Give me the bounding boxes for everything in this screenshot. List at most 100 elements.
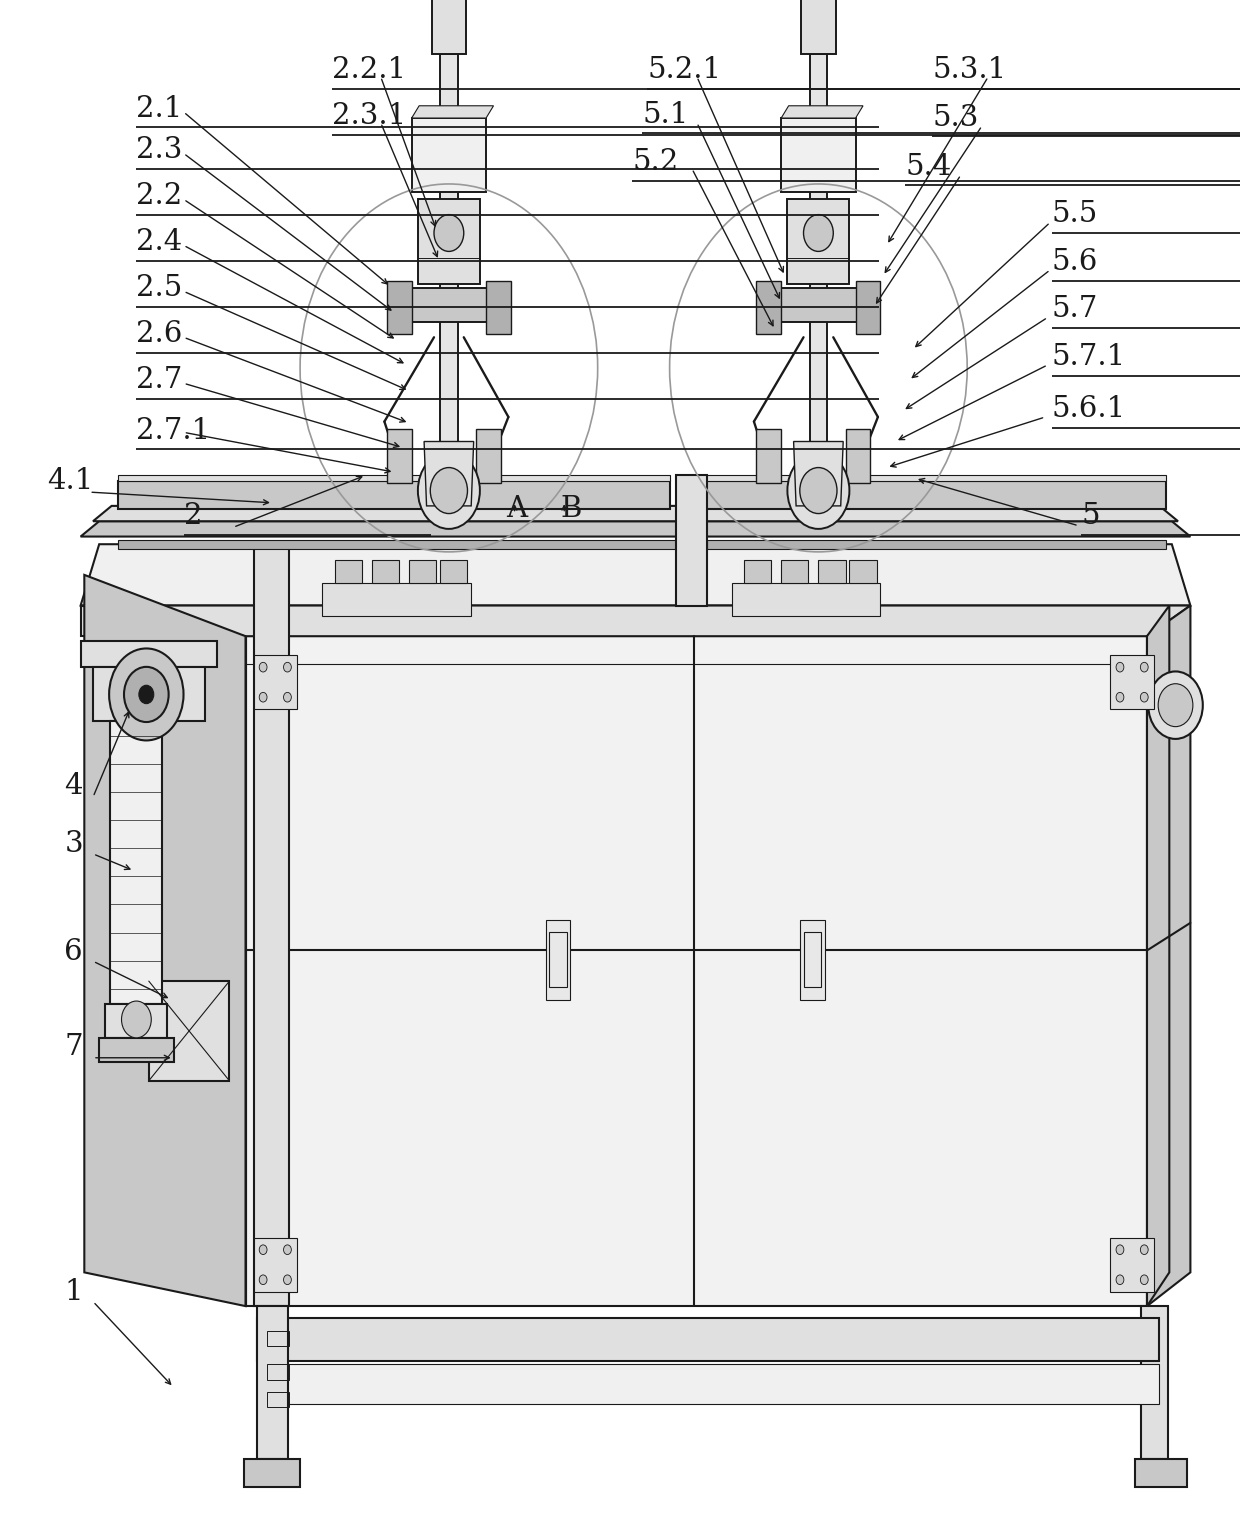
Bar bbox=[267, 1392, 289, 1407]
Circle shape bbox=[434, 215, 464, 251]
Polygon shape bbox=[432, 0, 466, 54]
Text: 2.7.1: 2.7.1 bbox=[136, 417, 211, 445]
Polygon shape bbox=[1147, 606, 1190, 1306]
Polygon shape bbox=[257, 1364, 1159, 1404]
Polygon shape bbox=[254, 544, 289, 1306]
Text: 5.7.1: 5.7.1 bbox=[1052, 343, 1126, 371]
Polygon shape bbox=[387, 429, 412, 483]
Polygon shape bbox=[744, 560, 771, 583]
Circle shape bbox=[122, 1001, 151, 1038]
Text: 5.4: 5.4 bbox=[905, 153, 951, 181]
Text: B: B bbox=[560, 495, 582, 523]
Polygon shape bbox=[246, 636, 1147, 1306]
Polygon shape bbox=[118, 481, 670, 509]
Text: 2.2: 2.2 bbox=[136, 182, 182, 210]
Polygon shape bbox=[476, 429, 501, 483]
Circle shape bbox=[139, 685, 154, 704]
Text: 5.1: 5.1 bbox=[642, 101, 688, 129]
Polygon shape bbox=[244, 1459, 300, 1487]
Polygon shape bbox=[440, 560, 467, 583]
Text: 5: 5 bbox=[1081, 503, 1100, 530]
Text: 1: 1 bbox=[64, 1279, 83, 1306]
Polygon shape bbox=[418, 199, 480, 284]
Polygon shape bbox=[257, 1306, 288, 1459]
Circle shape bbox=[284, 693, 291, 702]
Circle shape bbox=[1141, 1275, 1148, 1285]
Circle shape bbox=[800, 468, 837, 514]
Polygon shape bbox=[407, 288, 491, 322]
Text: 5.3: 5.3 bbox=[932, 104, 978, 132]
Polygon shape bbox=[93, 506, 1178, 521]
Text: 2.7: 2.7 bbox=[136, 366, 182, 394]
Polygon shape bbox=[1147, 606, 1169, 1306]
Text: 6: 6 bbox=[64, 938, 83, 966]
Text: 2.1: 2.1 bbox=[136, 95, 182, 123]
Polygon shape bbox=[776, 288, 861, 322]
Text: 5.6: 5.6 bbox=[1052, 248, 1097, 276]
Text: 5.2.1: 5.2.1 bbox=[647, 57, 722, 84]
Polygon shape bbox=[84, 575, 246, 1306]
Polygon shape bbox=[257, 1318, 1159, 1361]
Text: 2.3: 2.3 bbox=[136, 136, 182, 164]
Polygon shape bbox=[412, 106, 494, 118]
Text: 2.4: 2.4 bbox=[136, 228, 182, 256]
Polygon shape bbox=[810, 54, 827, 514]
Polygon shape bbox=[105, 1004, 167, 1038]
Bar bbox=[267, 1331, 289, 1346]
Polygon shape bbox=[856, 281, 880, 334]
Text: 5.2: 5.2 bbox=[632, 149, 678, 176]
Polygon shape bbox=[756, 429, 781, 483]
Polygon shape bbox=[118, 540, 694, 549]
Circle shape bbox=[430, 468, 467, 514]
Bar bbox=[267, 1364, 289, 1380]
Polygon shape bbox=[322, 583, 471, 616]
Circle shape bbox=[1141, 662, 1148, 671]
Circle shape bbox=[1116, 662, 1123, 671]
Circle shape bbox=[1148, 671, 1203, 739]
Polygon shape bbox=[81, 521, 1190, 537]
Polygon shape bbox=[1111, 1239, 1153, 1291]
Polygon shape bbox=[801, 0, 836, 54]
Polygon shape bbox=[707, 540, 1166, 549]
Text: 5.6.1: 5.6.1 bbox=[1052, 396, 1126, 423]
Polygon shape bbox=[424, 442, 474, 506]
Polygon shape bbox=[81, 606, 1190, 636]
Text: 7: 7 bbox=[64, 1033, 83, 1061]
Circle shape bbox=[787, 452, 849, 529]
Polygon shape bbox=[694, 481, 1166, 509]
Circle shape bbox=[259, 1245, 267, 1254]
Polygon shape bbox=[409, 560, 436, 583]
Circle shape bbox=[284, 1245, 291, 1254]
Polygon shape bbox=[846, 429, 870, 483]
Circle shape bbox=[259, 1275, 267, 1285]
Circle shape bbox=[804, 215, 833, 251]
Polygon shape bbox=[676, 475, 707, 606]
Polygon shape bbox=[756, 281, 781, 334]
Text: A: A bbox=[506, 495, 527, 523]
Bar bbox=[549, 932, 567, 987]
Polygon shape bbox=[440, 54, 458, 514]
Circle shape bbox=[1116, 1245, 1123, 1254]
Circle shape bbox=[1141, 1245, 1148, 1254]
Polygon shape bbox=[81, 641, 217, 667]
Text: 4: 4 bbox=[64, 773, 83, 800]
Polygon shape bbox=[93, 667, 205, 721]
Polygon shape bbox=[732, 583, 880, 616]
Polygon shape bbox=[787, 199, 849, 284]
Text: 2.5: 2.5 bbox=[136, 274, 182, 302]
Polygon shape bbox=[118, 475, 670, 481]
Text: 5.3.1: 5.3.1 bbox=[932, 57, 1007, 84]
Text: 2.3.1: 2.3.1 bbox=[332, 103, 407, 130]
Polygon shape bbox=[110, 721, 162, 1004]
Polygon shape bbox=[849, 560, 877, 583]
Polygon shape bbox=[1135, 1459, 1187, 1487]
Polygon shape bbox=[81, 544, 1190, 606]
Circle shape bbox=[109, 648, 184, 740]
Polygon shape bbox=[254, 1239, 296, 1291]
Circle shape bbox=[284, 1275, 291, 1285]
Polygon shape bbox=[1141, 1306, 1168, 1459]
Polygon shape bbox=[81, 606, 1190, 636]
Bar bbox=[804, 932, 821, 987]
Circle shape bbox=[1116, 693, 1123, 702]
Polygon shape bbox=[335, 560, 362, 583]
